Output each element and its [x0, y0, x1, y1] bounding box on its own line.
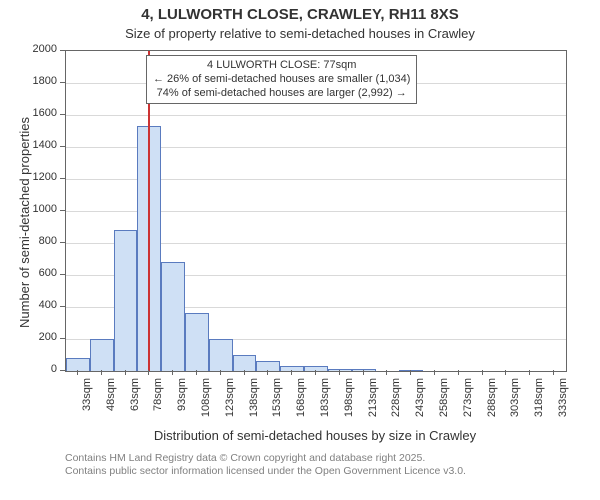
y-tick-mark [60, 146, 65, 147]
x-tick-mark [267, 370, 268, 375]
y-tick-label: 200 [23, 331, 57, 343]
x-tick-label: 78sqm [152, 378, 164, 428]
histogram-bar [209, 339, 233, 371]
annotation-line2: ← 26% of semi-detached houses are smalle… [153, 73, 410, 87]
x-tick-mark [172, 370, 173, 375]
x-tick-mark [196, 370, 197, 375]
credits-line2: Contains public sector information licen… [65, 465, 466, 478]
y-tick-mark [60, 82, 65, 83]
y-tick-label: 1800 [23, 75, 57, 87]
x-tick-mark [529, 370, 530, 375]
x-tick-label: 183sqm [319, 378, 331, 428]
x-tick-mark [339, 370, 340, 375]
x-tick-label: 318sqm [533, 378, 545, 428]
y-tick-mark [60, 114, 65, 115]
x-tick-label: 333sqm [557, 378, 569, 428]
x-tick-mark [434, 370, 435, 375]
y-tick-mark [60, 306, 65, 307]
y-tick-mark [60, 50, 65, 51]
histogram-bar [233, 355, 257, 371]
x-tick-label: 108sqm [200, 378, 212, 428]
x-axis-label: Distribution of semi-detached houses by … [65, 428, 565, 443]
plot-area: 4 LULWORTH CLOSE: 77sqm ← 26% of semi-de… [65, 50, 567, 372]
y-tick-label: 800 [23, 235, 57, 247]
x-tick-label: 33sqm [81, 378, 93, 428]
y-tick-mark [60, 178, 65, 179]
y-tick-mark [60, 242, 65, 243]
x-tick-label: 288sqm [486, 378, 498, 428]
credits-line1: Contains HM Land Registry data © Crown c… [65, 452, 466, 465]
y-tick-label: 0 [23, 363, 57, 375]
x-tick-mark [315, 370, 316, 375]
chart-container: 4, LULWORTH CLOSE, CRAWLEY, RH11 8XS Siz… [0, 0, 600, 500]
x-tick-label: 168sqm [295, 378, 307, 428]
x-tick-label: 153sqm [271, 378, 283, 428]
x-tick-mark [148, 370, 149, 375]
x-tick-label: 213sqm [367, 378, 379, 428]
x-tick-label: 273sqm [462, 378, 474, 428]
y-tick-mark [60, 338, 65, 339]
x-tick-label: 198sqm [343, 378, 355, 428]
x-tick-label: 138sqm [248, 378, 260, 428]
x-tick-mark [363, 370, 364, 375]
x-tick-label: 258sqm [438, 378, 450, 428]
annotation-box: 4 LULWORTH CLOSE: 77sqm ← 26% of semi-de… [146, 55, 417, 104]
x-tick-mark [244, 370, 245, 375]
y-tick-mark [60, 370, 65, 371]
histogram-bar [90, 339, 114, 371]
annotation-line1: 4 LULWORTH CLOSE: 77sqm [153, 59, 410, 73]
annotation-line3: 74% of semi-detached houses are larger (… [153, 87, 410, 101]
gridline [66, 115, 566, 116]
x-tick-mark [410, 370, 411, 375]
x-tick-mark [458, 370, 459, 375]
y-tick-label: 1200 [23, 171, 57, 183]
y-tick-label: 600 [23, 267, 57, 279]
x-tick-mark [125, 370, 126, 375]
x-tick-mark [386, 370, 387, 375]
x-tick-label: 303sqm [509, 378, 521, 428]
x-tick-label: 243sqm [414, 378, 426, 428]
histogram-bar [161, 262, 185, 371]
x-tick-mark [220, 370, 221, 375]
x-tick-label: 123sqm [224, 378, 236, 428]
x-tick-mark [77, 370, 78, 375]
histogram-bar [66, 358, 90, 371]
chart-title-line2: Size of property relative to semi-detach… [0, 26, 600, 41]
y-tick-label: 400 [23, 299, 57, 311]
histogram-bar [185, 313, 209, 371]
x-tick-mark [291, 370, 292, 375]
chart-title-line1: 4, LULWORTH CLOSE, CRAWLEY, RH11 8XS [0, 6, 600, 23]
x-tick-label: 63sqm [129, 378, 141, 428]
y-tick-mark [60, 210, 65, 211]
histogram-bar [114, 230, 138, 371]
y-tick-label: 1000 [23, 203, 57, 215]
credits-text: Contains HM Land Registry data © Crown c… [65, 452, 466, 478]
y-tick-label: 2000 [23, 43, 57, 55]
y-tick-label: 1400 [23, 139, 57, 151]
x-tick-mark [101, 370, 102, 375]
x-tick-mark [482, 370, 483, 375]
x-tick-label: 228sqm [390, 378, 402, 428]
x-tick-label: 93sqm [176, 378, 188, 428]
y-tick-mark [60, 274, 65, 275]
y-tick-label: 1600 [23, 107, 57, 119]
x-tick-mark [505, 370, 506, 375]
x-tick-label: 48sqm [105, 378, 117, 428]
x-tick-mark [553, 370, 554, 375]
